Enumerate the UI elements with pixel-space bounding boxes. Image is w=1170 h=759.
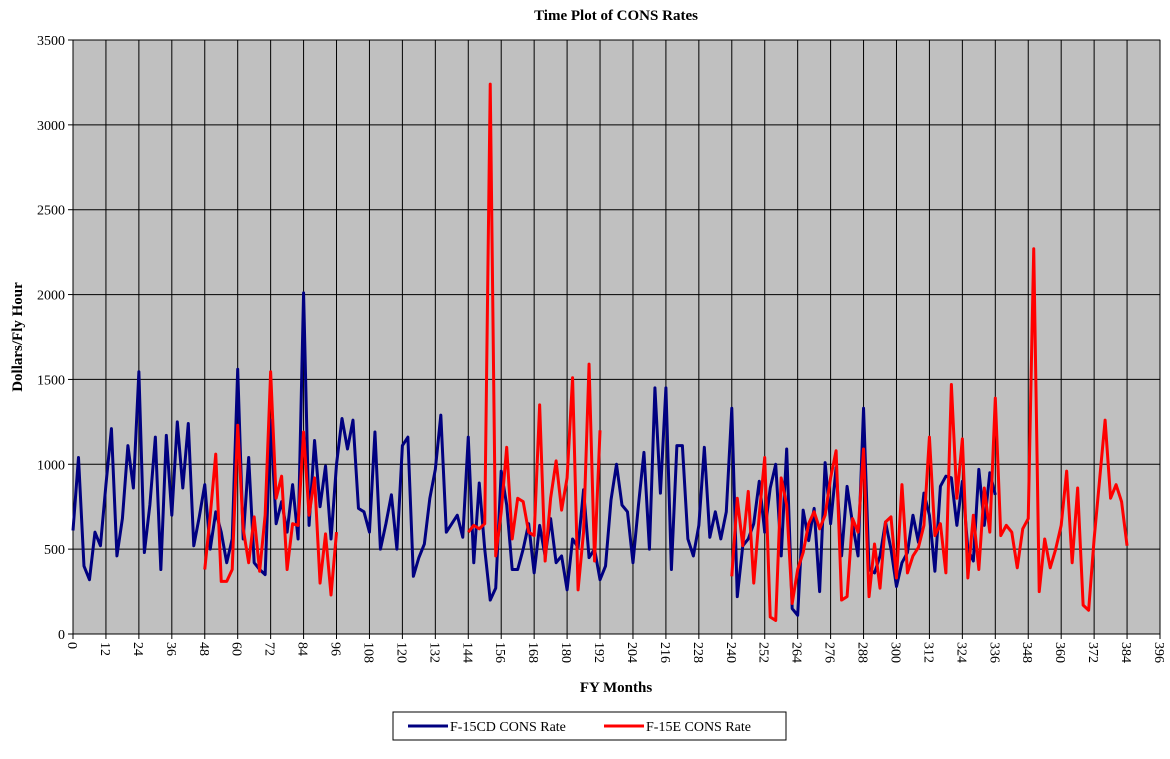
legend-label: F-15E CONS Rate	[646, 720, 751, 735]
y-tick-label: 0	[58, 628, 65, 643]
y-tick-label: 1500	[37, 373, 65, 388]
x-tick-label: 36	[163, 642, 178, 656]
x-tick-label: 60	[229, 642, 244, 656]
x-tick-label: 240	[723, 642, 738, 663]
x-tick-label: 168	[525, 642, 540, 663]
x-tick-label: 312	[920, 642, 935, 663]
y-tick-label: 3500	[37, 34, 65, 49]
x-tick-label: 192	[591, 642, 606, 663]
x-tick-label: 84	[295, 642, 310, 656]
x-tick-label: 360	[1052, 642, 1067, 663]
x-tick-label: 228	[690, 642, 705, 663]
x-tick-label: 72	[262, 642, 277, 656]
x-tick-label: 96	[328, 642, 343, 656]
y-tick-label: 1000	[37, 458, 65, 473]
series-line	[71, 291, 997, 617]
x-tick-label: 324	[953, 642, 968, 663]
x-tick-label: 288	[855, 642, 870, 663]
x-tick-label: 348	[1019, 642, 1034, 663]
x-tick-label: 120	[393, 642, 408, 663]
x-tick-label: 12	[97, 642, 112, 656]
x-tick-label: 252	[756, 642, 771, 663]
x-tick-label: 108	[360, 642, 375, 663]
x-tick-label: 144	[459, 642, 474, 663]
x-tick-label: 396	[1151, 642, 1166, 663]
x-tick-label: 372	[1085, 642, 1100, 663]
x-tick-label: 276	[822, 642, 837, 663]
x-tick-label: 300	[887, 642, 902, 663]
y-tick-label: 2000	[37, 289, 65, 304]
y-tick-label: 2500	[37, 204, 65, 219]
y-axis-label: Dollars/Fly Hour	[10, 282, 26, 392]
plot-area	[72, 39, 1161, 635]
y-tick-label: 3000	[37, 119, 65, 134]
legend-label: F-15CD CONS Rate	[450, 720, 566, 735]
legend	[392, 711, 787, 741]
y-tick-label: 500	[44, 543, 65, 558]
x-tick-label: 204	[624, 642, 639, 663]
x-tick-label: 264	[789, 642, 804, 663]
x-tick-label: 156	[492, 642, 507, 663]
x-axis-label: FY Months	[580, 680, 653, 696]
x-tick-label: 336	[986, 642, 1001, 663]
series-line	[203, 82, 1129, 622]
x-tick-label: 180	[558, 642, 573, 663]
chart-title: Time Plot of CONS Rates	[534, 8, 698, 24]
x-tick-label: 24	[130, 642, 145, 656]
x-tick-label: 384	[1118, 642, 1133, 663]
x-tick-label: 0	[64, 642, 79, 649]
x-tick-label: 132	[426, 642, 441, 663]
x-tick-label: 48	[196, 642, 211, 656]
x-tick-label: 216	[657, 642, 672, 663]
